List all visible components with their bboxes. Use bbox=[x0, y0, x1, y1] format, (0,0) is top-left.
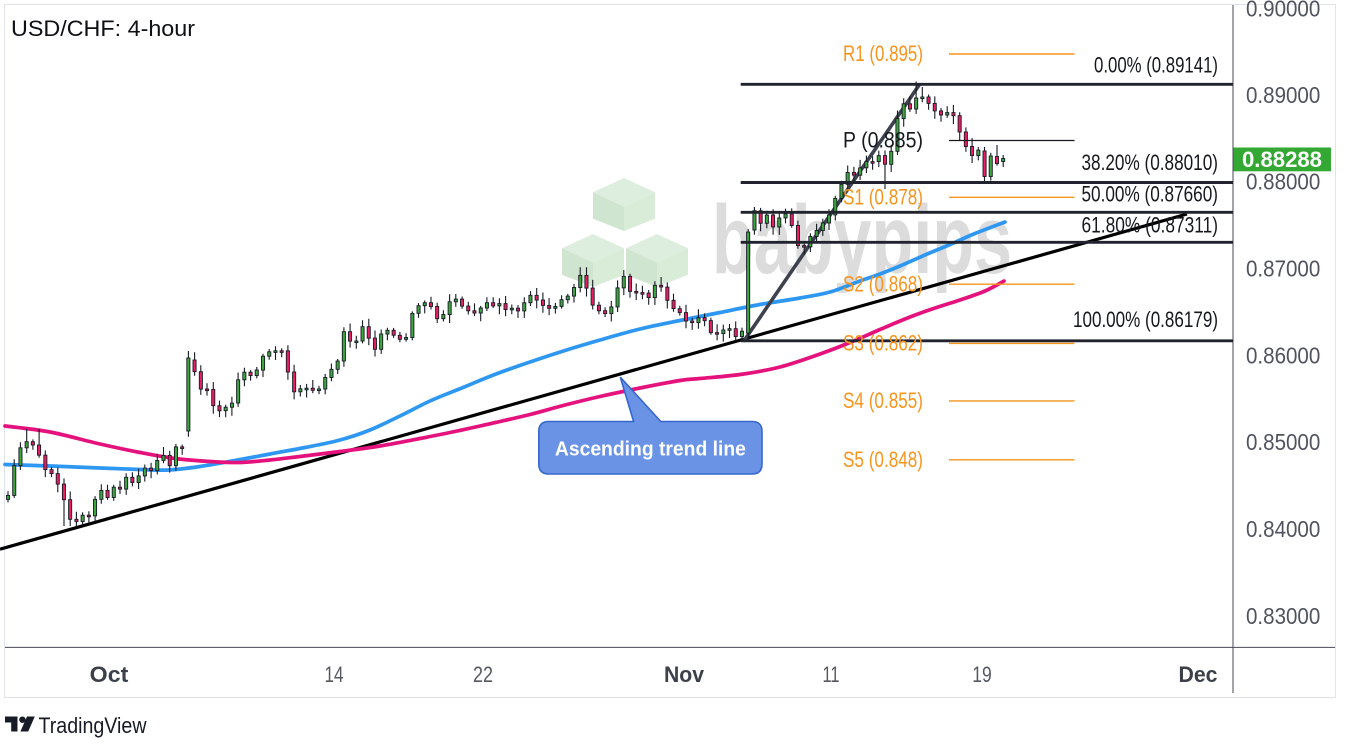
svg-text:0.83000: 0.83000 bbox=[1246, 603, 1320, 629]
svg-text:P (0.885): P (0.885) bbox=[843, 128, 923, 153]
svg-text:USD/CHF: 4-hour: USD/CHF: 4-hour bbox=[11, 16, 195, 41]
svg-text:Dec: Dec bbox=[1179, 662, 1218, 687]
svg-text:19: 19 bbox=[972, 662, 992, 687]
svg-text:0.00% (0.89141): 0.00% (0.89141) bbox=[1094, 53, 1218, 78]
svg-text:S1 (0.878): S1 (0.878) bbox=[843, 185, 923, 210]
svg-text:0.87000: 0.87000 bbox=[1246, 256, 1320, 282]
svg-text:0.86000: 0.86000 bbox=[1246, 342, 1320, 368]
svg-text:0.88288: 0.88288 bbox=[1242, 147, 1322, 172]
svg-text:0.84000: 0.84000 bbox=[1246, 516, 1320, 542]
svg-text:14: 14 bbox=[325, 662, 344, 687]
svg-text:0.89000: 0.89000 bbox=[1246, 82, 1320, 108]
svg-text:100.00% (0.86179): 100.00% (0.86179) bbox=[1073, 307, 1218, 332]
svg-text:50.00% (0.87660): 50.00% (0.87660) bbox=[1082, 182, 1219, 207]
svg-text:Ascending trend line: Ascending trend line bbox=[555, 438, 746, 461]
svg-text:S5 (0.848): S5 (0.848) bbox=[843, 447, 923, 472]
svg-text:Oct: Oct bbox=[90, 662, 129, 687]
svg-text:R1 (0.895): R1 (0.895) bbox=[843, 41, 923, 66]
svg-text:22: 22 bbox=[473, 662, 493, 687]
svg-text:S3 (0.862): S3 (0.862) bbox=[843, 331, 923, 356]
svg-text:0.85000: 0.85000 bbox=[1246, 429, 1320, 455]
svg-text:0.90000: 0.90000 bbox=[1246, 0, 1320, 22]
svg-text:TradingView: TradingView bbox=[39, 713, 147, 738]
svg-text:Nov: Nov bbox=[664, 662, 705, 687]
svg-text:S4 (0.855): S4 (0.855) bbox=[843, 388, 923, 413]
svg-text:0.88000: 0.88000 bbox=[1246, 169, 1320, 195]
svg-text:11: 11 bbox=[823, 662, 840, 687]
svg-text:38.20% (0.88010): 38.20% (0.88010) bbox=[1082, 150, 1219, 175]
svg-text:S2 (0.868): S2 (0.868) bbox=[843, 271, 923, 296]
svg-text:61.80% (0.87311): 61.80% (0.87311) bbox=[1082, 213, 1219, 238]
